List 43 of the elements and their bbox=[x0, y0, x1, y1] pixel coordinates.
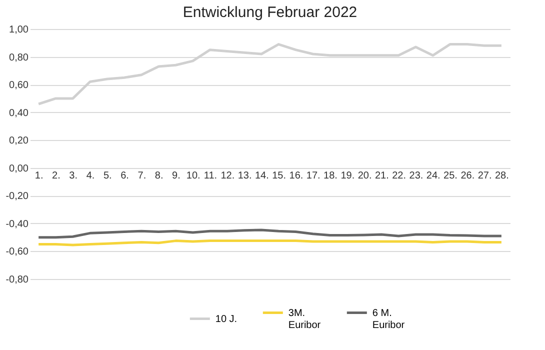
x-tick-label: 24. bbox=[426, 170, 440, 182]
x-tick-label: 27. bbox=[478, 170, 492, 182]
x-tick-label: 1. bbox=[34, 170, 44, 182]
x-tick-label: 4. bbox=[86, 170, 95, 182]
x-tick-label: 2. bbox=[52, 170, 60, 182]
x-tick-label: 12. bbox=[220, 170, 235, 182]
y-tick-label: 0,60 bbox=[9, 80, 29, 92]
y-tick-label: 0,40 bbox=[9, 108, 29, 119]
x-tick-label: 17. bbox=[306, 170, 320, 182]
x-tick-label: 9. bbox=[172, 170, 180, 182]
x-tick-label: 25. bbox=[444, 170, 458, 182]
x-tick-label: 18. bbox=[324, 170, 338, 182]
line-series bbox=[37, 228, 503, 239]
x-tick-label: 13. bbox=[238, 170, 252, 182]
x-tick-label: 8. bbox=[154, 170, 164, 182]
x-tick-label: 7. bbox=[138, 170, 146, 182]
x-tick-label: 23. bbox=[409, 170, 424, 182]
x-tick-label: 20. bbox=[358, 170, 372, 182]
x-tick-label: 14. bbox=[254, 170, 269, 182]
legend-label: 3M. Euribor bbox=[288, 308, 322, 331]
y-tick-label: 1,00 bbox=[9, 24, 29, 36]
x-tick-label: 28. bbox=[494, 170, 509, 182]
x-tick-label: 21. bbox=[374, 170, 389, 182]
legend-label: 10 J. bbox=[215, 314, 238, 325]
y-tick-label: -0,40 bbox=[6, 218, 29, 230]
y-tick-label: 0,00 bbox=[9, 163, 29, 174]
x-tick-label: 11. bbox=[204, 170, 218, 182]
legend-label: 6 M. Euribor bbox=[372, 308, 406, 331]
chart-title: Entwicklung Februar 2022 bbox=[182, 4, 358, 21]
x-tick-label: 19. bbox=[340, 170, 355, 182]
y-tick-label: 0,20 bbox=[9, 136, 29, 147]
y-tick-label: -0,20 bbox=[6, 191, 29, 202]
y-tick-label: -0,80 bbox=[6, 274, 29, 286]
x-tick-label: 5. bbox=[103, 170, 112, 182]
y-tick-label: 0,80 bbox=[9, 52, 29, 64]
x-tick-label: 26. bbox=[460, 170, 475, 182]
x-tick-label: 6. bbox=[120, 170, 129, 182]
x-tick-label: 15. bbox=[272, 170, 286, 182]
x-tick-label: 3. bbox=[69, 170, 78, 182]
x-tick-label: 22. bbox=[392, 170, 406, 182]
y-tick-label: -0,60 bbox=[6, 246, 29, 258]
x-tick-label: 10. bbox=[186, 170, 200, 182]
x-tick-label: 16. bbox=[289, 170, 304, 182]
